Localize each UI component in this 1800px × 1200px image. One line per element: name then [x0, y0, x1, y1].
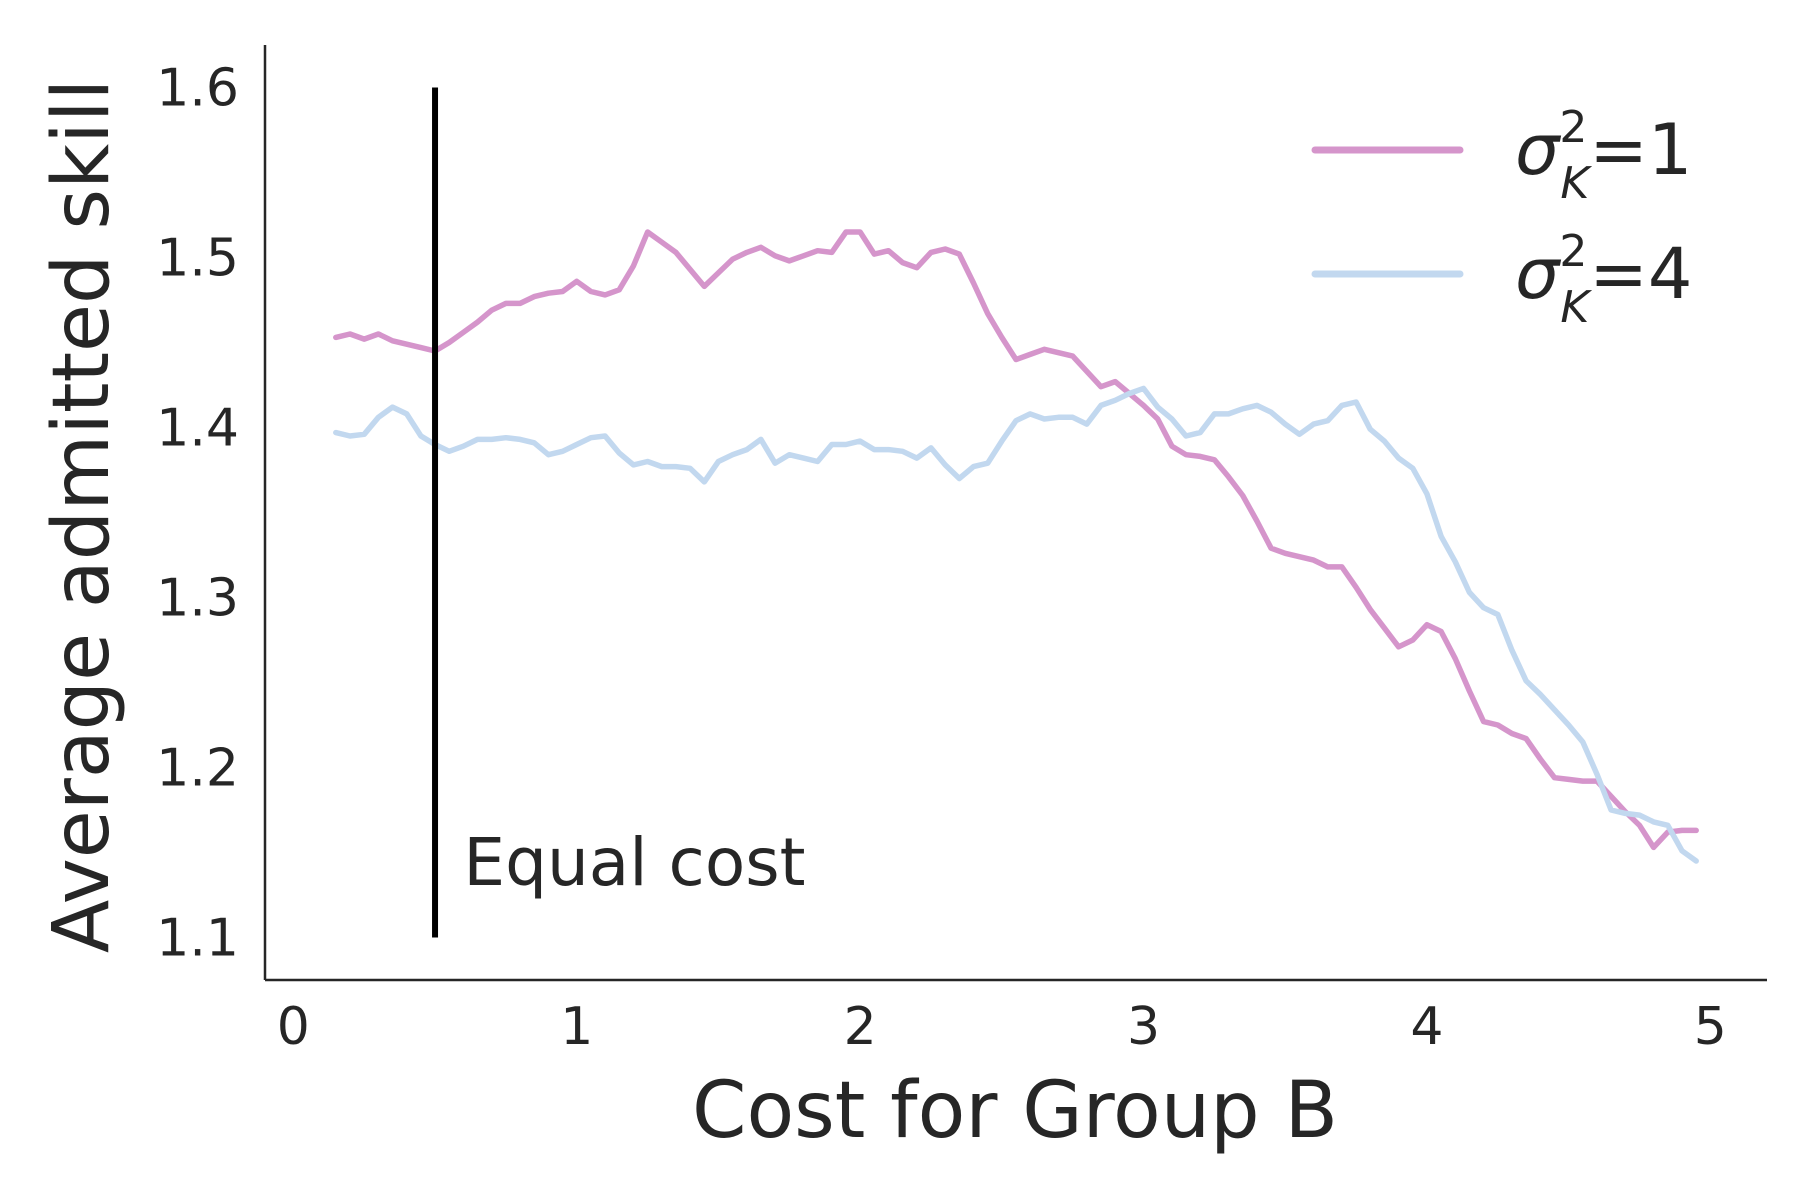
- series-line-1: [333, 229, 1699, 851]
- ticks-layer: 0 1 2 3 4 5 1.1 1.2 1.3 1.4 1.5 1.6: [156, 59, 1727, 1058]
- legend: σ2 K=1 σ2 K=4: [1311, 102, 1692, 333]
- series-line-2: [333, 385, 1699, 864]
- x-tick-label: 2: [844, 997, 877, 1057]
- y-tick-label: 1.3: [156, 569, 239, 629]
- x-tick-label: 5: [1694, 997, 1727, 1057]
- y-tick-label: 1.4: [156, 399, 239, 459]
- y-axis-title: Average admitted skill: [37, 79, 127, 953]
- y-tick-label: 1.6: [156, 59, 239, 119]
- x-tick-label: 0: [277, 997, 310, 1057]
- y-tick-label: 1.5: [156, 229, 239, 289]
- legend-label-2: σ2 K=4: [1515, 226, 1692, 333]
- legend-label-1: σ2 K=1: [1515, 102, 1692, 209]
- equal-cost-annotation: Equal cost: [463, 824, 805, 901]
- y-tick-label: 1.1: [156, 909, 239, 969]
- series-layer: [333, 229, 1699, 864]
- axes-layer: [263, 45, 1767, 982]
- x-axis-title: Cost for Group B: [692, 1066, 1338, 1156]
- x-tick-label: 3: [1127, 997, 1160, 1057]
- y-tick-label: 1.2: [156, 739, 239, 799]
- x-tick-label: 1: [560, 997, 593, 1057]
- x-tick-label: 4: [1410, 997, 1443, 1057]
